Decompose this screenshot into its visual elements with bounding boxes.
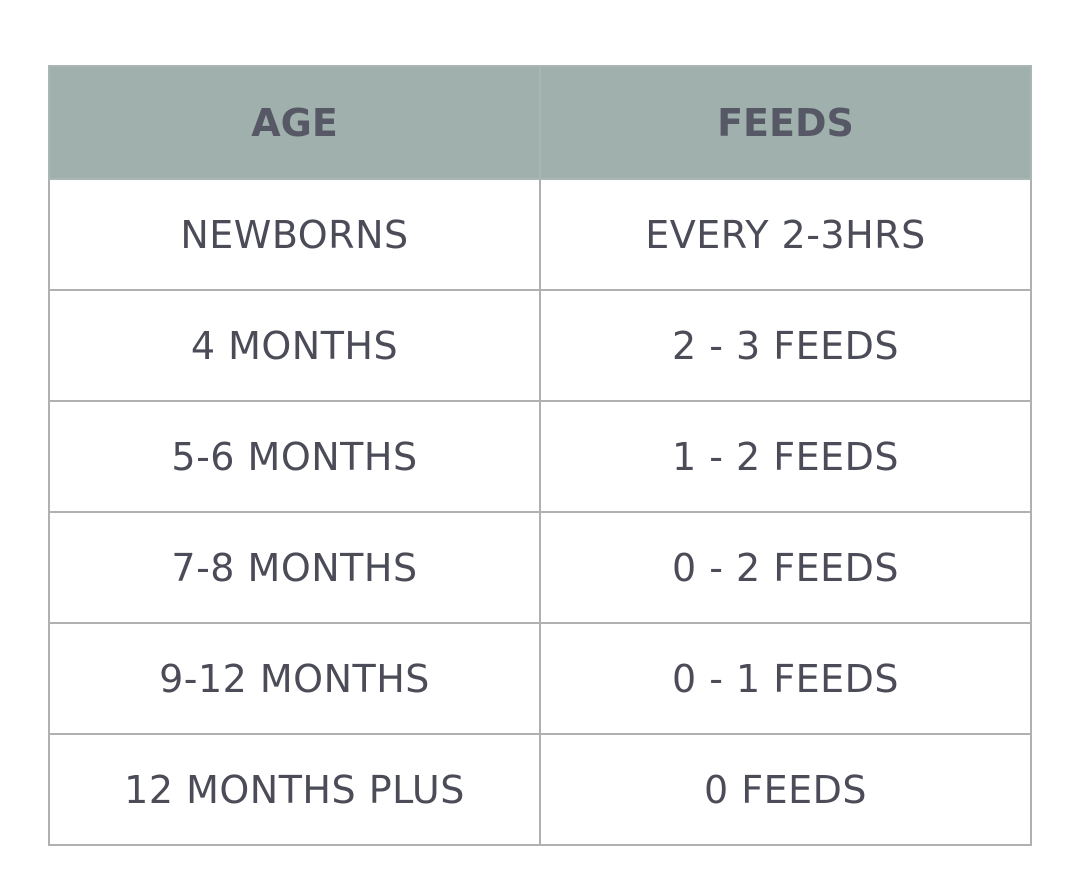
table-cell: 0 - 1 FEEDS (539, 622, 1032, 735)
table-cell: 0 - 2 FEEDS (539, 511, 1032, 624)
table-cell: 2 - 3 FEEDS (539, 289, 1032, 402)
table-cell: 0 FEEDS (539, 733, 1032, 846)
table-row: 7-8 MONTHS 0 - 2 FEEDS (48, 511, 1032, 624)
table-cell: 9-12 MONTHS (48, 622, 541, 735)
table-row: 4 MONTHS 2 - 3 FEEDS (48, 289, 1032, 402)
table-cell: 1 - 2 FEEDS (539, 400, 1032, 513)
table-body: NEWBORNS EVERY 2-3HRS 4 MONTHS 2 - 3 FEEDS 5… (48, 178, 1032, 846)
table-cell: 5-6 MONTHS (48, 400, 541, 513)
table-row: NEWBORNS EVERY 2-3HRS (48, 178, 1032, 291)
table-row: 9-12 MONTHS 0 - 1 FEEDS (48, 622, 1032, 735)
table-cell: 4 MONTHS (48, 289, 541, 402)
table-header: AGE FEEDS (48, 65, 1032, 180)
table-cell: 7-8 MONTHS (48, 511, 541, 624)
feeds-table: AGE FEEDS NEWBORNS EVERY 2-3HRS 4 MONTHS 2 … (48, 65, 1032, 846)
table-cell: NEWBORNS (48, 178, 541, 291)
table-cell: 12 MONTHS PLUS (48, 733, 541, 846)
table-row: 5-6 MONTHS 1 - 2 FEEDS (48, 400, 1032, 513)
table-row: 12 MONTHS PLUS 0 FEEDS (48, 733, 1032, 846)
header-cell: FEEDS (539, 65, 1032, 180)
header-row: AGE FEEDS (48, 65, 1032, 180)
header-cell: AGE (48, 65, 541, 180)
table-cell: EVERY 2-3HRS (539, 178, 1032, 291)
